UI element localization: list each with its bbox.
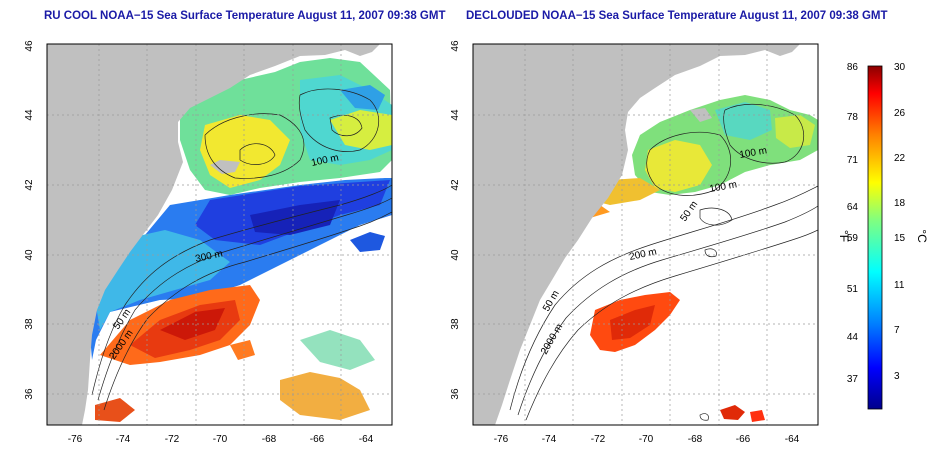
lon-tick-label: -68 [262, 434, 277, 445]
lon-tick-label: -66 [310, 434, 325, 445]
lat-axis-right: 46 44 42 40 38 36 [450, 40, 461, 400]
grid-right [473, 44, 818, 425]
lat-tick-label: 38 [450, 318, 461, 330]
celsius-tick: 3 [894, 371, 900, 382]
celsius-tick: 30 [894, 62, 906, 73]
right-map-panel: 100 m 100 m 50 m 200 m 50 m 2000 m -76 -… [450, 40, 819, 445]
celsius-tick: 11 [894, 280, 905, 291]
land-mass-left [47, 44, 380, 425]
fahrenheit-scale: 86 78 71 64 59 51 44 37 [847, 62, 859, 385]
bathymetry-contours-left [91, 88, 392, 411]
bathymetry-contours-right [509, 103, 818, 421]
fahrenheit-tick: 51 [847, 284, 859, 295]
fahrenheit-tick: 71 [847, 155, 859, 166]
lat-tick-label: 36 [450, 388, 461, 400]
celsius-tick: 7 [894, 325, 900, 336]
temperature-colorbar: 86 78 71 64 59 51 44 37 30 26 22 18 15 1… [837, 62, 929, 410]
depth-label: 100 m [709, 179, 738, 195]
celsius-tick: 26 [894, 108, 906, 119]
lon-tick-label: -70 [639, 434, 654, 445]
lon-axis-right: -76 -74 -72 -70 -68 -66 -64 [494, 434, 800, 445]
lat-axis-left: 46 44 42 40 38 36 [24, 40, 35, 400]
lon-tick-label: -76 [68, 434, 83, 445]
fahrenheit-tick: 86 [847, 62, 859, 73]
lat-tick-label: 42 [24, 179, 35, 191]
lon-tick-label: -68 [688, 434, 703, 445]
lon-tick-label: -64 [785, 434, 800, 445]
left-map-panel: 100 m 300 m 50 m 2000 m -76 -74 -72 -70 … [24, 40, 393, 445]
lat-tick-label: 40 [24, 249, 35, 261]
lon-tick-label: -74 [542, 434, 557, 445]
lon-tick-label: -64 [359, 434, 374, 445]
lon-tick-label: -76 [494, 434, 509, 445]
depth-label: 100 m [739, 145, 768, 161]
lat-tick-label: 38 [24, 318, 35, 330]
fahrenheit-tick: 37 [847, 374, 859, 385]
fahrenheit-tick: 64 [847, 202, 859, 213]
fahrenheit-tick: 78 [847, 112, 859, 123]
celsius-tick: 22 [894, 153, 906, 164]
grid-left [47, 44, 392, 425]
lat-tick-label: 36 [24, 388, 35, 400]
fahrenheit-tick: 59 [847, 233, 859, 244]
land-mass-right [473, 44, 800, 425]
celsius-tick: 15 [894, 233, 906, 244]
lon-tick-label: -66 [736, 434, 751, 445]
lat-tick-label: 46 [450, 40, 461, 52]
lat-tick-label: 44 [450, 109, 461, 121]
lat-tick-label: 44 [24, 109, 35, 121]
lon-tick-label: -70 [213, 434, 228, 445]
fahrenheit-unit-label: °F [837, 230, 851, 242]
fahrenheit-tick: 44 [847, 332, 859, 343]
celsius-scale: 30 26 22 18 15 11 7 3 [894, 62, 906, 382]
lat-tick-label: 42 [450, 179, 461, 191]
lat-tick-label: 40 [450, 249, 461, 261]
lon-tick-label: -74 [116, 434, 131, 445]
left-panel-title: RU COOL NOAA−15 Sea Surface Temperature … [44, 10, 446, 22]
lon-tick-label: -72 [165, 434, 180, 445]
celsius-tick: 18 [894, 198, 906, 209]
colorbar-gradient [867, 65, 883, 410]
lon-axis-left: -76 -74 -72 -70 -68 -66 -64 [68, 434, 374, 445]
lat-tick-label: 46 [24, 40, 35, 52]
celsius-unit-label: °C [915, 229, 929, 243]
lon-tick-label: -72 [591, 434, 606, 445]
sst-field-declouded [540, 95, 818, 422]
right-panel-title: DECLOUDED NOAA−15 Sea Surface Temperatur… [466, 10, 888, 22]
